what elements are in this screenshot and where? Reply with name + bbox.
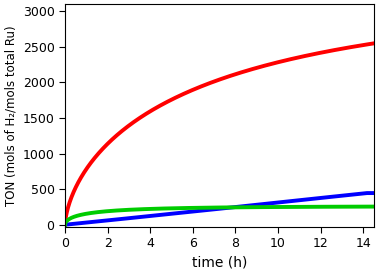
Y-axis label: TON (mols of H₂/mols total Ru): TON (mols of H₂/mols total Ru) (4, 25, 17, 206)
X-axis label: time (h): time (h) (192, 256, 247, 270)
